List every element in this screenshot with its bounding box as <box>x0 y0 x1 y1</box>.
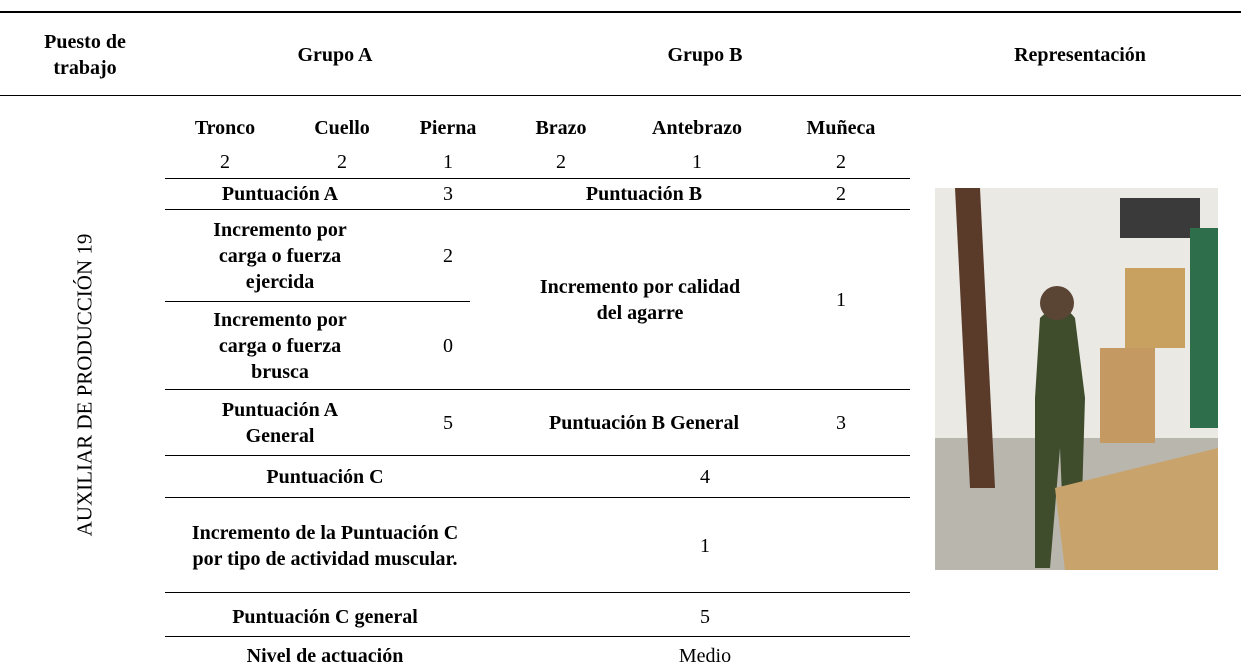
row-value: 5 <box>700 606 710 628</box>
row-value: 3 <box>443 183 453 205</box>
header-cell: Representación <box>1014 44 1146 66</box>
row-value: Medio <box>678 645 732 667</box>
rule <box>0 95 1241 96</box>
score: 2 <box>556 151 566 173</box>
row-label: Nivel de actuación <box>246 645 404 667</box>
row-value: 2 <box>443 245 453 267</box>
row-label: Incremento por calidad del agarre <box>539 276 741 324</box>
column-header: Pierna <box>419 117 477 139</box>
rule <box>165 301 470 302</box>
score: 2 <box>220 151 230 173</box>
board <box>1125 268 1185 348</box>
score: 1 <box>443 151 453 173</box>
score: 2 <box>337 151 347 173</box>
vertical-label: AUXILIAR DE PRODUCCIÓN 19 <box>72 233 97 537</box>
score: 2 <box>836 151 846 173</box>
row-value: 4 <box>700 466 710 488</box>
row-value: 3 <box>836 412 846 434</box>
box <box>1100 348 1155 443</box>
row-label: Puntuación C <box>266 466 384 488</box>
row-label: Puntuación A General <box>221 399 339 447</box>
rule <box>165 389 910 390</box>
beam <box>955 188 995 488</box>
rule <box>0 11 1241 13</box>
row-label: Puntuación A <box>221 183 339 205</box>
row-value: 5 <box>443 412 453 434</box>
header-cell: Puesto de trabajo <box>44 31 126 79</box>
rule <box>165 497 910 498</box>
rule <box>165 455 910 456</box>
row-label: Puntuación B General <box>548 412 739 434</box>
row-label: Incremento por carga o fuerza ejercida <box>213 219 347 293</box>
crates <box>1190 228 1218 428</box>
sign <box>1120 198 1200 238</box>
row-value: 2 <box>836 183 846 205</box>
row-label: Puntuación B <box>585 183 703 205</box>
column-header: Cuello <box>314 117 370 139</box>
rule <box>165 178 910 179</box>
header-cell: Grupo A <box>297 44 373 66</box>
rule <box>165 209 910 210</box>
rule <box>165 636 910 637</box>
photo <box>935 188 1218 570</box>
header-cell: Grupo B <box>667 44 743 66</box>
row-label: Puntuación C general <box>232 606 418 628</box>
head <box>1040 286 1074 320</box>
row-label: Incremento por carga o fuerza brusca <box>213 308 347 383</box>
score: 1 <box>692 151 702 173</box>
cardboard <box>1055 448 1218 570</box>
row-value: 0 <box>443 334 453 357</box>
column-header: Tronco <box>194 117 256 139</box>
column-header: Brazo <box>535 117 587 139</box>
rule <box>165 592 910 593</box>
column-header: Muñeca <box>806 117 876 139</box>
row-value: 1 <box>700 534 710 557</box>
row-value: 1 <box>836 289 846 311</box>
column-header: Antebrazo <box>652 117 742 139</box>
row-label: Incremento de la Puntuación C por tipo d… <box>191 521 459 570</box>
